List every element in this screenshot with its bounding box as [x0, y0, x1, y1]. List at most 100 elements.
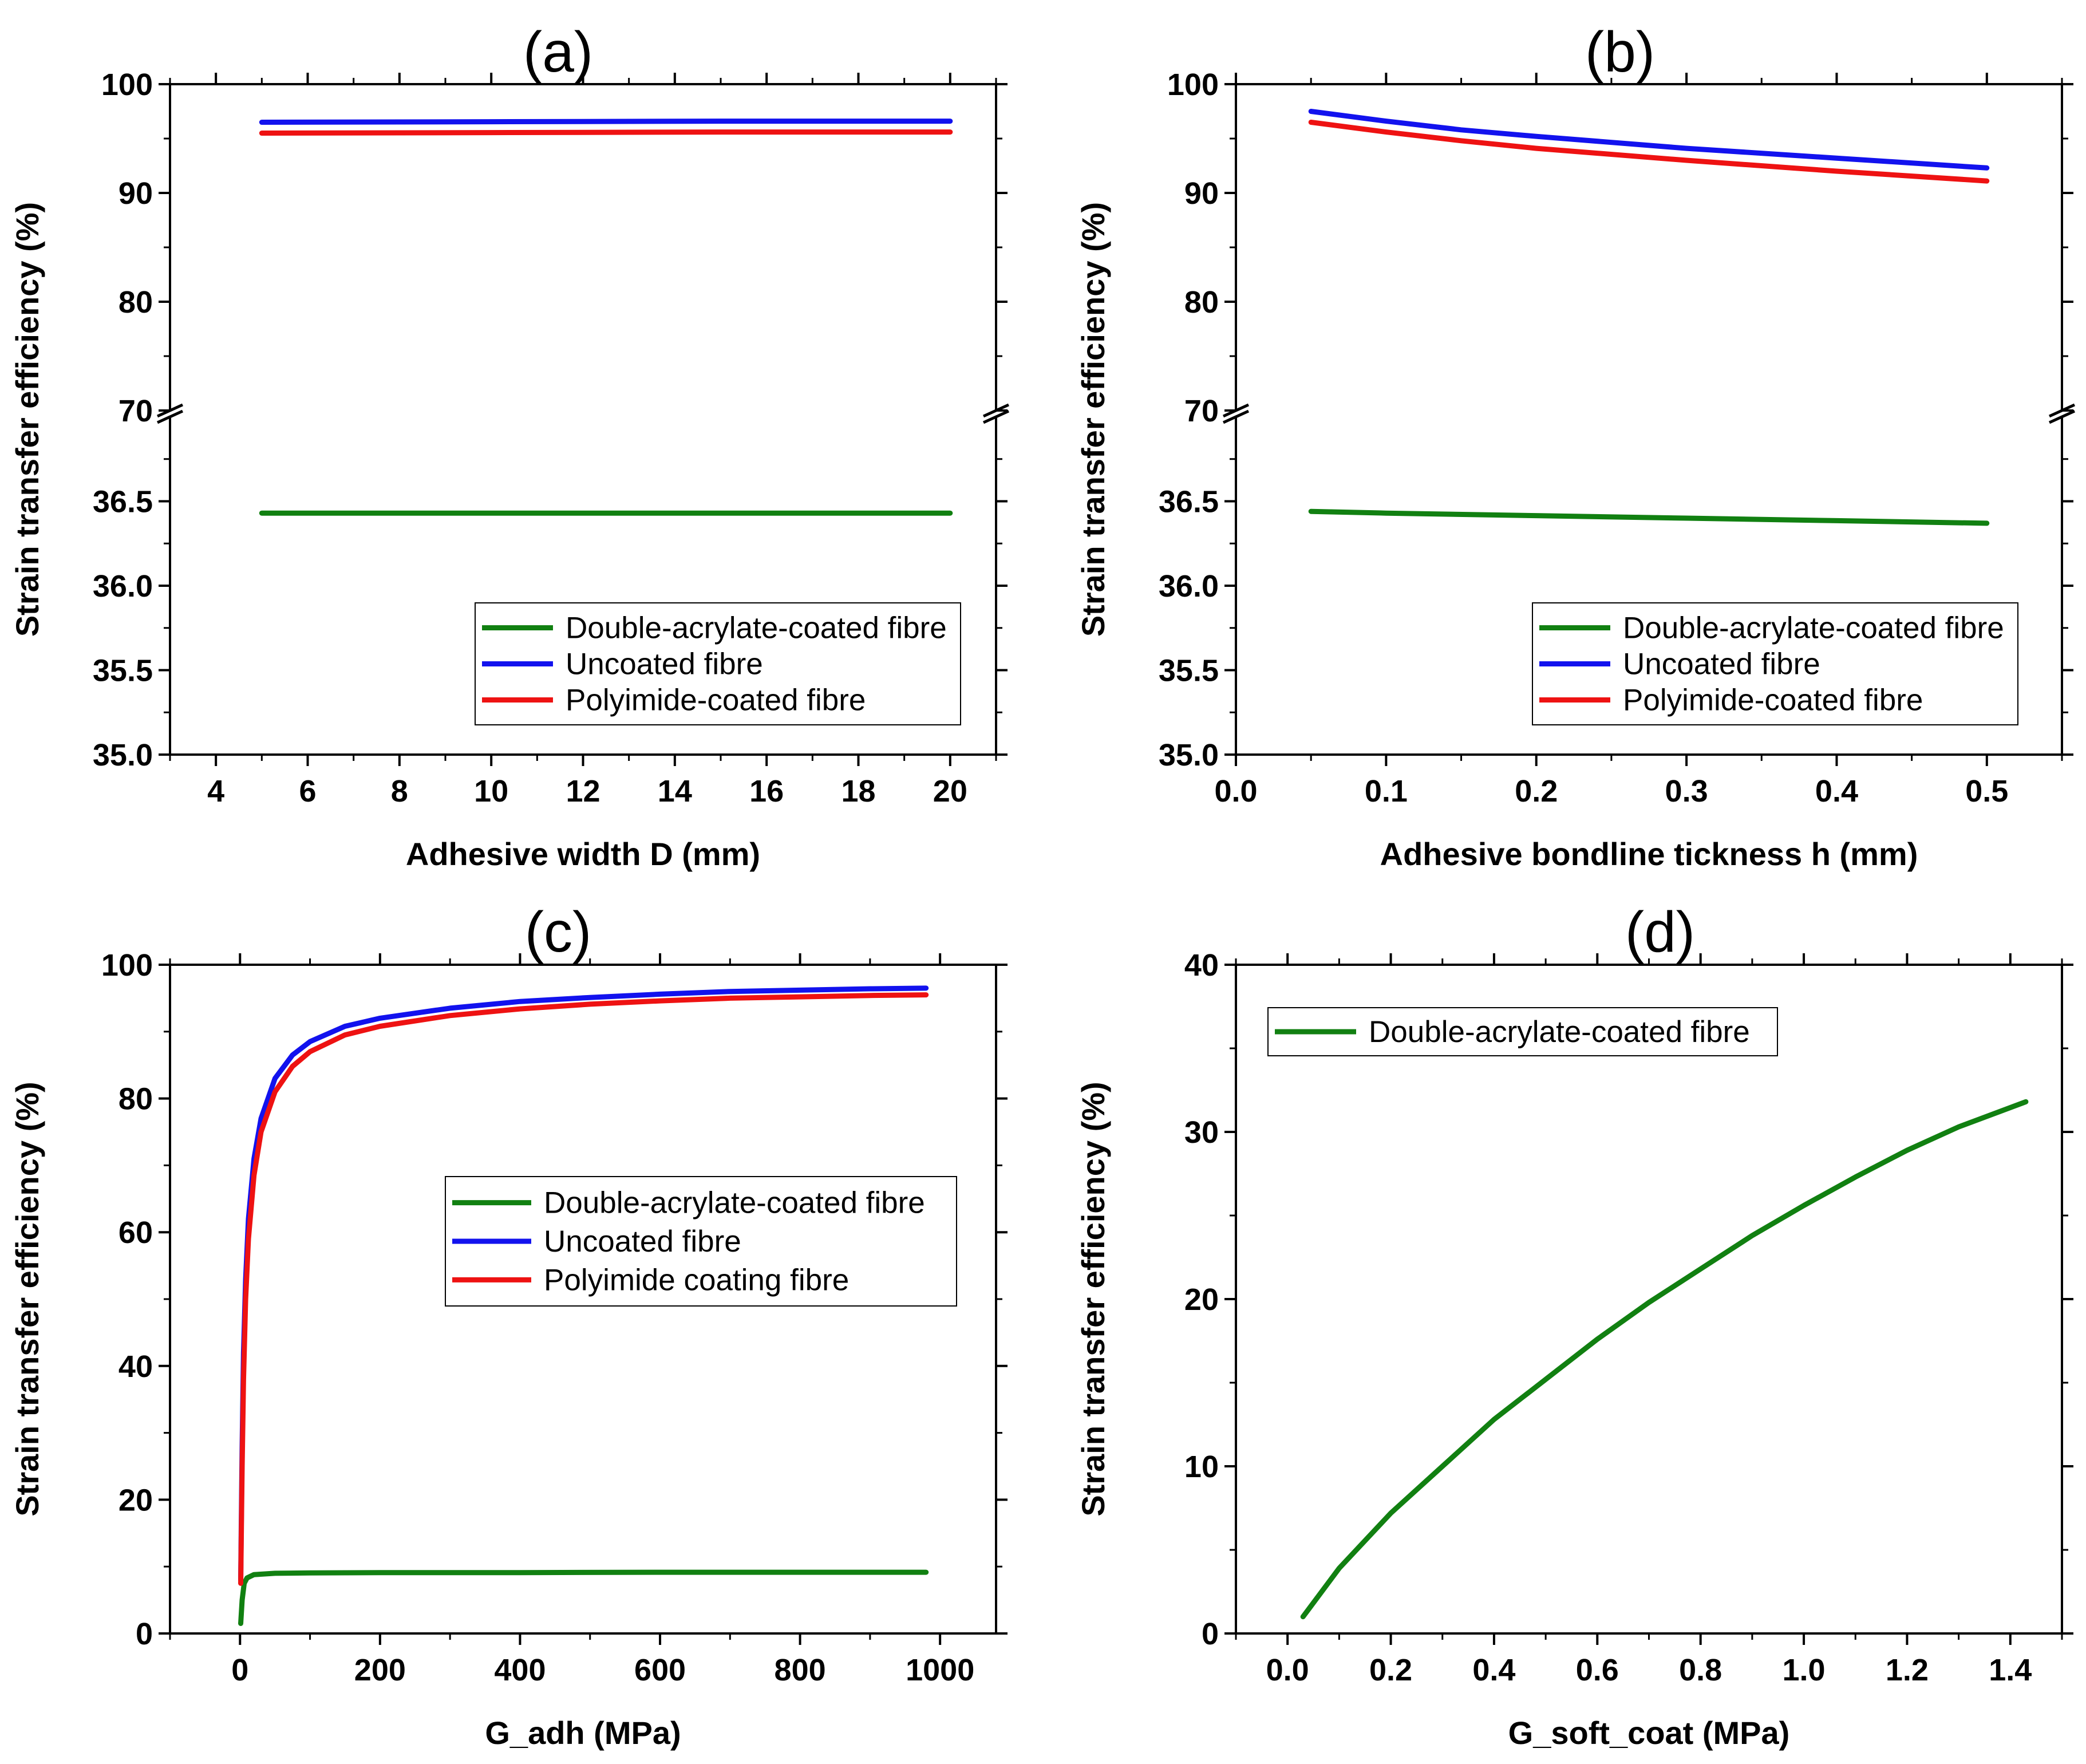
x-tick-label: 0.2 [1515, 774, 1558, 808]
y-axis-label: Strain transfer efficiency (%) [1075, 202, 1111, 637]
y-tick-label: 36.5 [1159, 485, 1219, 519]
x-tick-label: 0.1 [1365, 774, 1408, 808]
x-tick-label: 0.4 [1472, 1653, 1515, 1687]
axis-break-mark [2048, 409, 2076, 424]
y-tick-label: 20 [118, 1483, 153, 1517]
x-tick-label: 20 [933, 774, 967, 808]
series-line-polyimide-coating-fibre [238, 992, 929, 1586]
y-tick-label: 40 [118, 1349, 153, 1384]
x-tick-label: 0.0 [1214, 774, 1257, 808]
x-tick-label: 8 [391, 774, 408, 808]
y-tick-label: 0 [136, 1617, 153, 1651]
legend: Double-acrylate-coated fibre [1267, 1007, 1778, 1056]
chart-b: (b) 0.0 0.1 0.2 0.3 0.4 0.5 35.0 35.5 36.0 36.5 70 8… [1075, 20, 2076, 872]
y-tick-label: 100 [101, 948, 153, 982]
y-tick-label: 60 [118, 1216, 153, 1250]
x-tick-label: 0.8 [1679, 1653, 1722, 1687]
y-tick-label: 0 [1202, 1617, 1219, 1651]
x-tick-label: 6 [299, 774, 316, 808]
y-tick-label: 35.5 [1159, 654, 1219, 688]
panel-title: (b) [1585, 20, 1655, 84]
y-tick-label: 70 [1184, 394, 1219, 428]
y-tick-label: 80 [1184, 285, 1219, 319]
panel-title: (a) [523, 20, 593, 84]
chart-c: (c) 0 200 400 600 800 1000 0 20 40 60 80 100 G_adh (M… [9, 900, 1008, 1751]
series-line-uncoated-fibre [259, 119, 953, 125]
y-tick-label: 35.0 [93, 738, 153, 772]
x-tick-label: 0 [231, 1653, 248, 1687]
x-tick-label: 12 [566, 774, 600, 808]
axis-break-mark [156, 409, 184, 424]
x-tick-label: 0.2 [1369, 1653, 1412, 1687]
x-axis-label: G_soft_coat (MPa) [1508, 1715, 1790, 1751]
x-tick-label: 4 [207, 774, 224, 808]
legend-label: Polyimide-coated fibre [566, 684, 866, 717]
axis-break-mark [982, 409, 1010, 424]
legend-label: Double-acrylate-coated fibre [1369, 1015, 1750, 1049]
x-tick-label: 200 [354, 1653, 406, 1687]
x-tick-label: 800 [775, 1653, 826, 1687]
y-tick-label: 35.5 [93, 654, 153, 688]
series-line-double-acrylate-coated-fibre [238, 1569, 929, 1626]
y-tick-label: 90 [1184, 176, 1219, 211]
x-tick-label: 1.0 [1783, 1653, 1826, 1687]
legend-label: Double-acrylate-coated fibre [544, 1186, 925, 1220]
legend: Double-acrylate-coated fibre Uncoated fib… [445, 1176, 957, 1307]
x-tick-label: 14 [658, 774, 692, 808]
panel-title: (d) [1625, 900, 1695, 964]
x-tick-label: 16 [749, 774, 784, 808]
y-tick-label: 30 [1184, 1115, 1219, 1150]
y-axis-label: Strain transfer efficiency (%) [1075, 1082, 1111, 1516]
series-line-double-acrylate-coated-fibre [1300, 1099, 2029, 1620]
legend-label: Uncoated fibre [1623, 648, 1820, 681]
x-tick-label: 1000 [906, 1653, 974, 1687]
x-tick-label: 1.4 [1989, 1653, 2032, 1687]
legend-label: Double-acrylate-coated fibre [566, 611, 947, 645]
x-tick-label: 10 [474, 774, 508, 808]
y-tick-label: 100 [101, 68, 153, 102]
series-line-polyimide-coated-fibre [259, 129, 953, 136]
panel-title: (c) [525, 900, 592, 964]
x-tick-label: 600 [634, 1653, 686, 1687]
series-line-uncoated-fibre [1308, 109, 1990, 171]
chart-a: (a) 4 6 8 10 12 14 16 18 20 35.0 35.5 36.0 36.5 70 80 90… [9, 20, 1010, 872]
series-line-double-acrylate-coated-fibre [1308, 508, 1990, 526]
series-line-polyimide-coated-fibre [1308, 120, 1990, 184]
y-tick-label: 100 [1167, 68, 1219, 102]
legend-label: Uncoated fibre [566, 648, 763, 681]
x-tick-label: 0.4 [1815, 774, 1858, 808]
x-tick-label: 0.6 [1576, 1653, 1619, 1687]
y-tick-label: 36.0 [93, 569, 153, 603]
legend-label: Double-acrylate-coated fibre [1623, 611, 2004, 645]
y-tick-label: 80 [118, 1082, 153, 1116]
x-tick-label: 400 [494, 1653, 546, 1687]
legend-box [1532, 602, 2018, 725]
x-tick-label: 1.2 [1886, 1653, 1929, 1687]
axis-break-mark [1222, 409, 1250, 424]
x-axis-label: Adhesive width D (mm) [406, 836, 760, 872]
legend-box [475, 602, 961, 725]
y-tick-label: 40 [1184, 948, 1219, 982]
y-tick-label: 10 [1184, 1450, 1219, 1484]
y-tick-label: 20 [1184, 1282, 1219, 1317]
x-tick-label: 0.0 [1266, 1653, 1309, 1687]
legend-label: Polyimide coating fibre [544, 1263, 849, 1297]
y-axis-label: Strain transfer efficiency (%) [9, 202, 45, 637]
x-tick-label: 0.3 [1665, 774, 1708, 808]
y-tick-label: 36.5 [93, 485, 153, 519]
y-axis-label: Strain transfer efficiency (%) [9, 1082, 45, 1516]
x-tick-label: 0.5 [1965, 774, 2008, 808]
y-tick-label: 80 [118, 285, 153, 319]
x-axis-label: Adhesive bondline tickness h (mm) [1380, 836, 1918, 872]
x-axis-label: G_adh (MPa) [485, 1715, 681, 1751]
x-tick-label: 18 [841, 774, 875, 808]
chart-d: (d) 0.0 0.2 0.4 0.6 0.8 1.0 1.2 1.4 0 10 20 30 40 G_so… [1075, 900, 2073, 1751]
y-tick-label: 70 [118, 394, 153, 428]
y-tick-label: 36.0 [1159, 569, 1219, 603]
y-tick-label: 90 [118, 176, 153, 211]
legend-label: Uncoated fibre [544, 1225, 741, 1258]
legend-label: Polyimide-coated fibre [1623, 684, 1923, 717]
